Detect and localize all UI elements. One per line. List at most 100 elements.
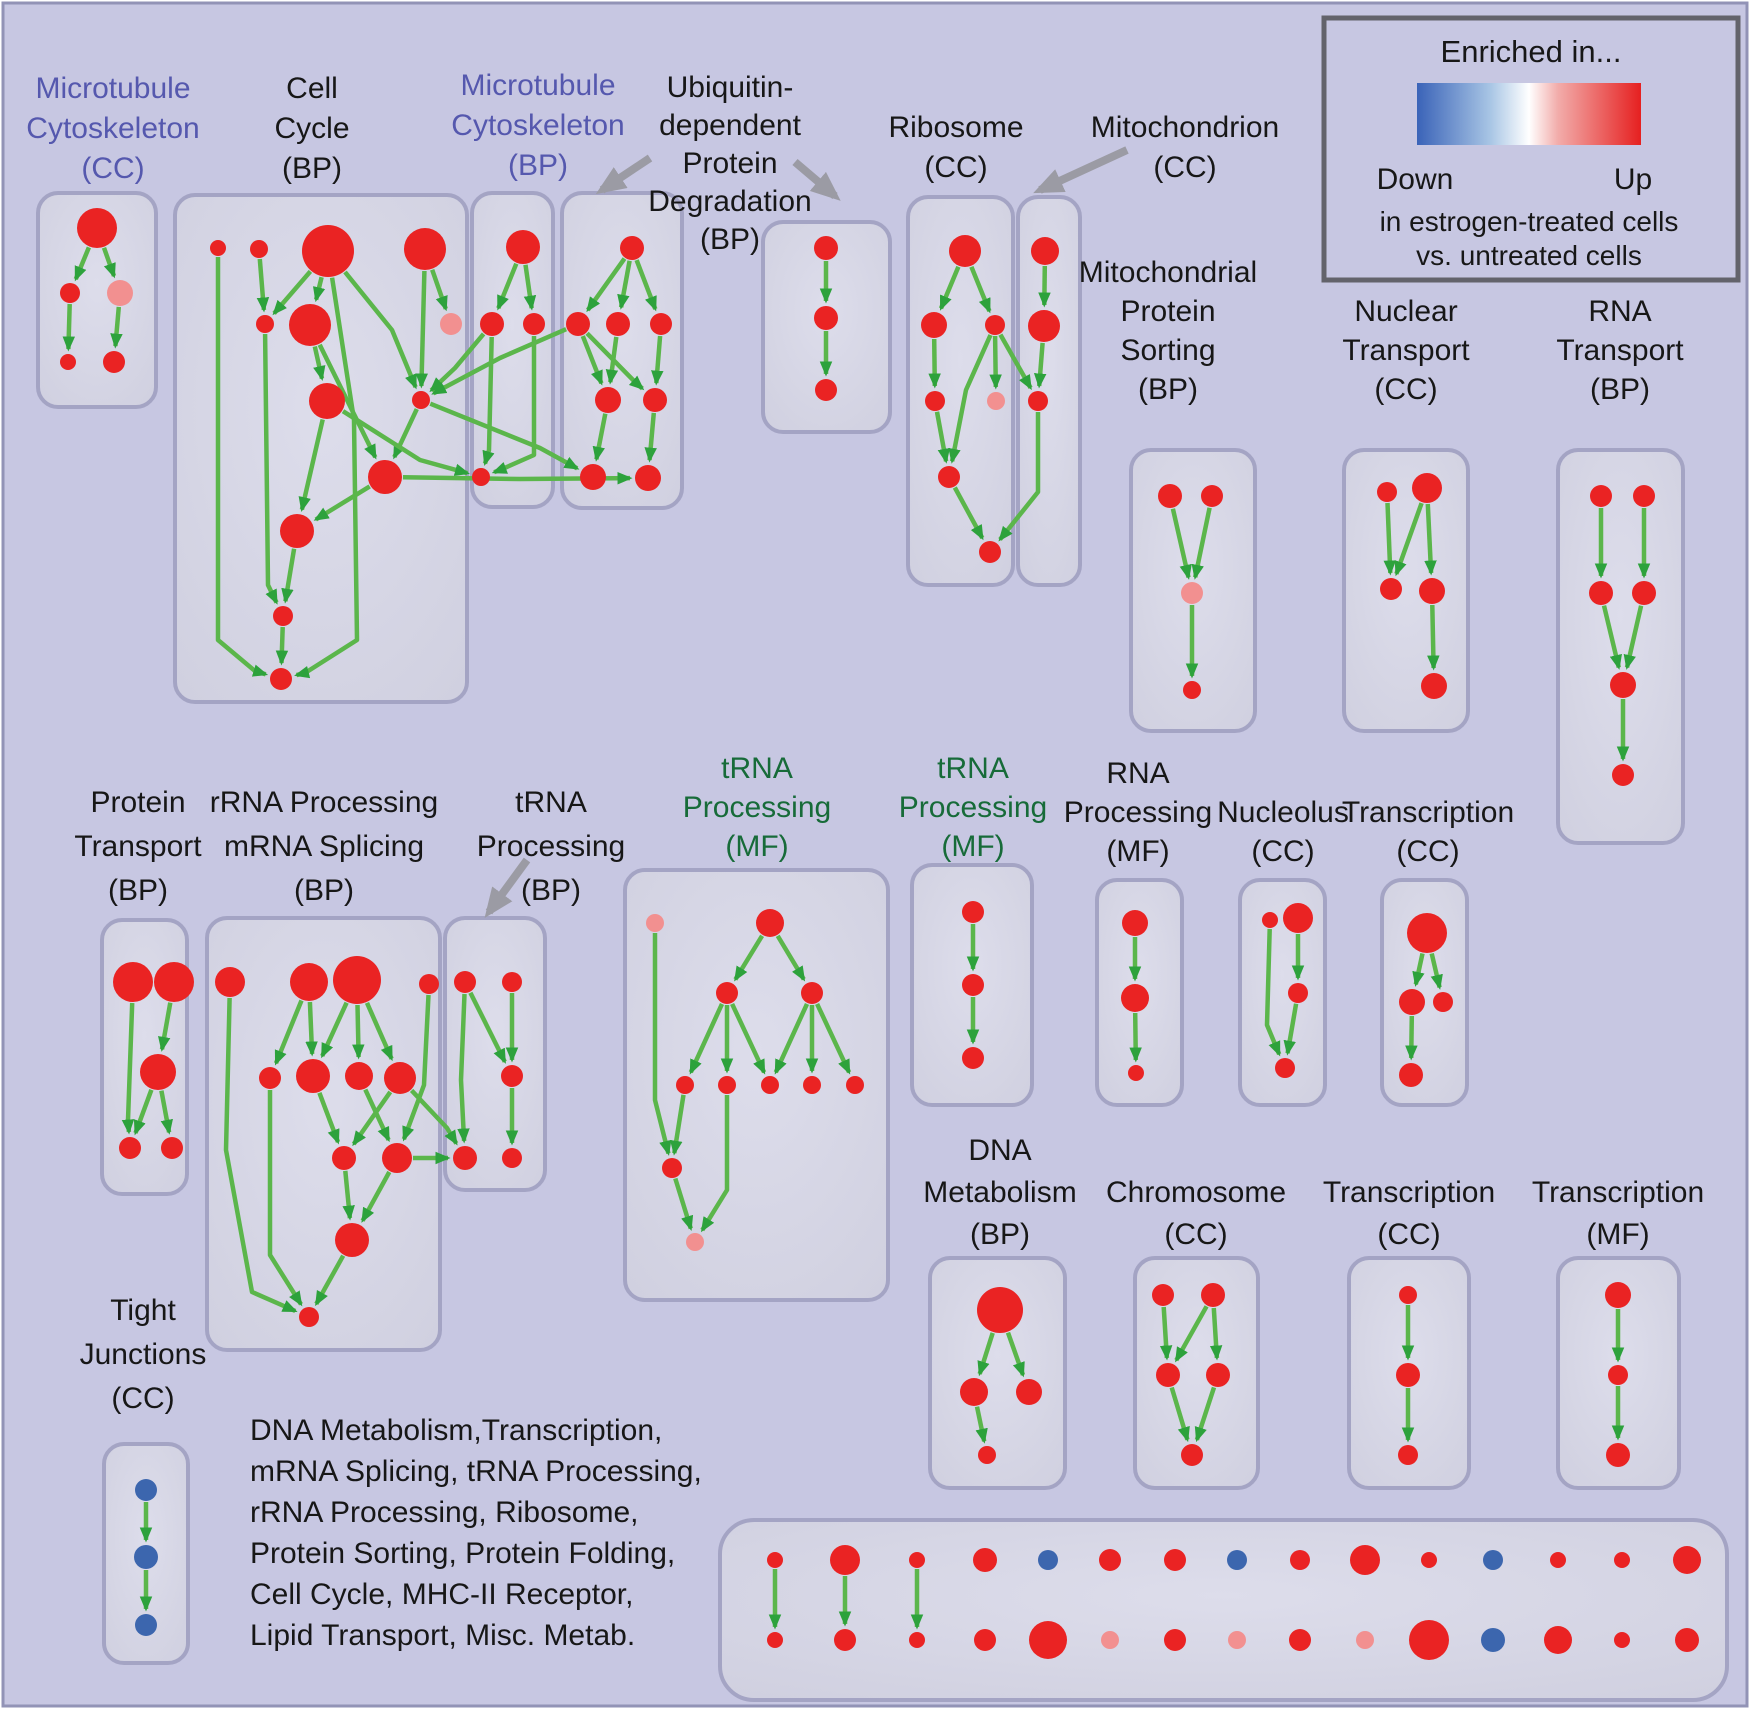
cell-cycle-bp-edge-14: [262, 333, 279, 605]
dna-metabolism-bp-box: [928, 1256, 1067, 1490]
trna-processing-mf-2-label-line-1: Processing: [899, 791, 1047, 824]
microtubule-cytoskeleton-bp-node-3: [472, 468, 490, 486]
trna-processing-mf-1-label-line-1: Processing: [683, 791, 831, 824]
cell-cycle-bp-node-2: [302, 225, 354, 277]
rna-transport-bp-node-2: [1589, 581, 1613, 605]
cross-edge-1: [431, 327, 567, 396]
transcription-mf-node-2: [1606, 1443, 1630, 1467]
rrna-processing-mrna-splicing-bp-edge-11: [360, 1170, 392, 1223]
rrna-processing-mrna-splicing-bp-edge-1: [273, 999, 304, 1066]
ubiquitin-degradation-bp-node-0: [620, 236, 644, 260]
trna-processing-mf-1-edge-11: [673, 1177, 694, 1231]
ubiquitin-degradation-bp-label-line-0: Ubiquitin-: [667, 71, 794, 104]
mitochondrion-cc-node-1: [1028, 310, 1060, 342]
ribosome-cc-edge-3: [989, 335, 1002, 390]
cell-cycle-bp-edge-6: [430, 269, 448, 312]
cell-cycle-bp-edge-4: [343, 270, 418, 390]
trna-processing-bp-label-line-2: (BP): [521, 874, 581, 907]
microtubule-cytoskeleton-bp-edge-1: [523, 264, 537, 311]
rrna-processing-mrna-splicing-bp-edge-6: [401, 994, 431, 1142]
ubiquitin-degradation-bp-edge-4: [585, 331, 645, 391]
misc-terms-note-line-5: Lipid Transport, Misc. Metab.: [250, 1619, 635, 1652]
nucleolus-cc-label-line-1: (CC): [1251, 835, 1314, 868]
miscellaneous-node-4: [1038, 1550, 1058, 1570]
rrna-processing-mrna-splicing-bp-node-10: [335, 1223, 369, 1257]
rrna-processing-mrna-splicing-bp-label-line-1: mRNA Splicing: [224, 830, 424, 863]
cross-edge-5: [409, 1088, 459, 1146]
rrna-processing-mrna-splicing-bp-node-7: [384, 1062, 416, 1094]
ubiquitin-degradation-bp-node-1: [566, 312, 590, 336]
protein-transport-bp-edge-1: [158, 1002, 173, 1052]
cell-cycle-bp-node-11: [273, 606, 293, 626]
nuclear-transport-cc-node-2: [1380, 578, 1402, 600]
rrna-processing-mrna-splicing-bp-node-8: [332, 1146, 356, 1170]
trna-processing-mf-1-edge-8: [815, 1002, 852, 1075]
microtubule-cytoskeleton-cc-node-1: [60, 283, 80, 303]
chromosome-cc-node-0: [1152, 1284, 1174, 1306]
legend-subtitle-1: in estrogen-treated cells: [1380, 206, 1679, 237]
rrna-processing-mrna-splicing-bp-node-3: [419, 974, 439, 994]
miscellaneous-node-29: [1675, 1628, 1699, 1652]
miscellaneous-node-16: [834, 1629, 856, 1651]
cell-cycle-bp-box: [173, 193, 469, 704]
protein-transport-bp-edge-0: [121, 1002, 135, 1135]
miscellaneous-node-20: [1101, 1631, 1119, 1649]
chromosome-cc-edge-4: [1194, 1386, 1217, 1443]
chromosome-cc-node-1: [1201, 1283, 1225, 1307]
rrna-processing-mrna-splicing-bp-node-11: [299, 1307, 319, 1327]
transcription-cc-1-node-1: [1399, 989, 1425, 1015]
protein-transport-bp-edge-3: [159, 1090, 173, 1135]
trna-processing-mf-1-node-9: [662, 1158, 682, 1178]
rrna-processing-mrna-splicing-bp-edge-5: [364, 1001, 394, 1062]
protein-transport-bp-node-4: [161, 1137, 183, 1159]
microtubule-cytoskeleton-cc-node-2: [107, 280, 133, 306]
rrna-processing-mrna-splicing-bp-edge-4: [352, 1004, 365, 1060]
rna-transport-bp-label-line-1: Transport: [1556, 334, 1684, 367]
dna-metabolism-bp-edge-2: [974, 1406, 988, 1444]
tight-junctions-cc-label-line-0: Tight: [110, 1294, 176, 1327]
trna-processing-bp-edge-0: [457, 993, 470, 1144]
transcription-cc-2-node-1: [1396, 1363, 1420, 1387]
mitochondrial-protein-sorting-bp-label-line-1: Protein: [1120, 295, 1215, 328]
ubiquitin-degradation-bp-2-node-0: [814, 236, 838, 260]
nuclear-transport-cc-node-1: [1412, 473, 1442, 503]
rrna-processing-mrna-splicing-bp-edge-7: [317, 1092, 341, 1145]
ubiquitin-degradation-bp-edge-0: [585, 257, 627, 313]
microtubule-cytoskeleton-bp-label-line-1: Cytoskeleton: [451, 109, 624, 142]
microtubule-cytoskeleton-bp-node-1: [480, 312, 504, 336]
protein-transport-bp-node-3: [119, 1137, 141, 1159]
trna-processing-bp-node-3: [453, 1146, 477, 1170]
rna-transport-bp-node-0: [1590, 485, 1612, 507]
cell-cycle-bp-edge-3: [312, 276, 326, 303]
ubiquitin-degradation-bp-node-4: [595, 387, 621, 413]
label-pointer-arrow-2: [1033, 146, 1129, 194]
ubiquitin-degradation-bp-edge-3: [580, 335, 604, 386]
trna-processing-mf-1-edge-0: [652, 933, 672, 1156]
rna-processing-mf-label-line-2: (MF): [1106, 835, 1169, 868]
mitochondrial-protein-sorting-bp-node-0: [1158, 484, 1182, 508]
cell-cycle-bp-edge-15: [275, 626, 289, 666]
trna-processing-mf-1-edge-3: [688, 1002, 725, 1075]
ribosome-cc-label-line-0: Ribosome: [888, 111, 1023, 144]
tight-junctions-cc-node-2: [135, 1614, 157, 1636]
ubiquitin-degradation-bp-node-6: [580, 464, 606, 490]
microtubule-cytoskeleton-bp-edge-2: [482, 336, 495, 466]
microtubule-cytoskeleton-cc-label-line-2: (CC): [81, 152, 144, 185]
rrna-processing-mrna-splicing-bp-node-2: [333, 956, 381, 1004]
trna-processing-bp-node-4: [502, 1148, 522, 1168]
tight-junctions-cc-label-line-2: (CC): [111, 1382, 174, 1415]
ubiquitin-degradation-bp-edge-5: [605, 336, 619, 385]
miscellaneous-node-21: [1164, 1629, 1186, 1651]
nucleolus-cc-node-1: [1283, 903, 1313, 933]
ribosome-cc-edge-4: [948, 334, 993, 464]
nuclear-transport-cc-node-0: [1377, 482, 1397, 502]
transcription-cc-1-edge-0: [1412, 953, 1425, 987]
miscellaneous-node-18: [974, 1629, 996, 1651]
legend-title: Enriched in...: [1441, 34, 1622, 69]
nuclear-transport-cc-node-3: [1419, 578, 1445, 604]
chromosome-cc-edge-2: [1209, 1307, 1223, 1361]
trna-processing-mf-1-label-line-2: (MF): [725, 830, 788, 863]
transcription-mf-label-line-1: (MF): [1586, 1218, 1649, 1251]
legend-down-label: Down: [1377, 163, 1454, 196]
trna-processing-mf-1-node-6: [761, 1076, 779, 1094]
